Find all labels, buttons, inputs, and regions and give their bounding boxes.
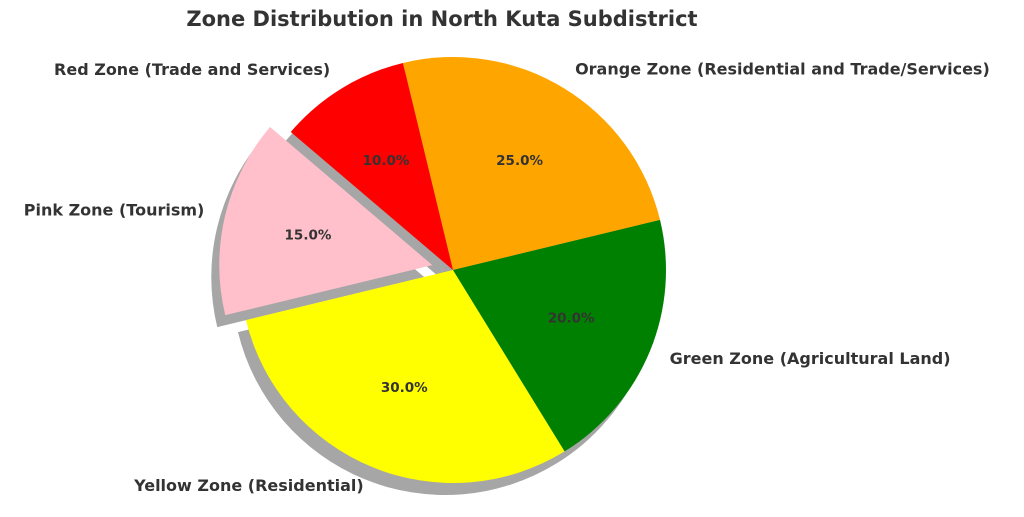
wedges (219, 57, 666, 484)
wedge (290, 62, 453, 270)
wedge-label: Yellow Zone (Residential) (133, 476, 364, 495)
value-label: 25.0% (496, 153, 543, 169)
value-label: 15.0% (285, 227, 332, 243)
wedge (219, 127, 433, 316)
wedge-label: Orange Zone (Residential and Trade/Servi… (575, 60, 990, 79)
wedge-label: Pink Zone (Tourism) (24, 200, 205, 219)
value-label: 30.0% (381, 380, 428, 396)
wedge-label: Red Zone (Trade and Services) (54, 60, 330, 79)
wedge-label: Green Zone (Agricultural Land) (670, 349, 951, 368)
wedge (402, 57, 661, 270)
wedge (245, 270, 565, 484)
chart-title: Zone Distribution in North Kuta Subdistr… (186, 7, 697, 31)
value-label: 10.0% (363, 153, 410, 169)
value-label: 20.0% (548, 311, 595, 327)
wedge (453, 219, 666, 452)
